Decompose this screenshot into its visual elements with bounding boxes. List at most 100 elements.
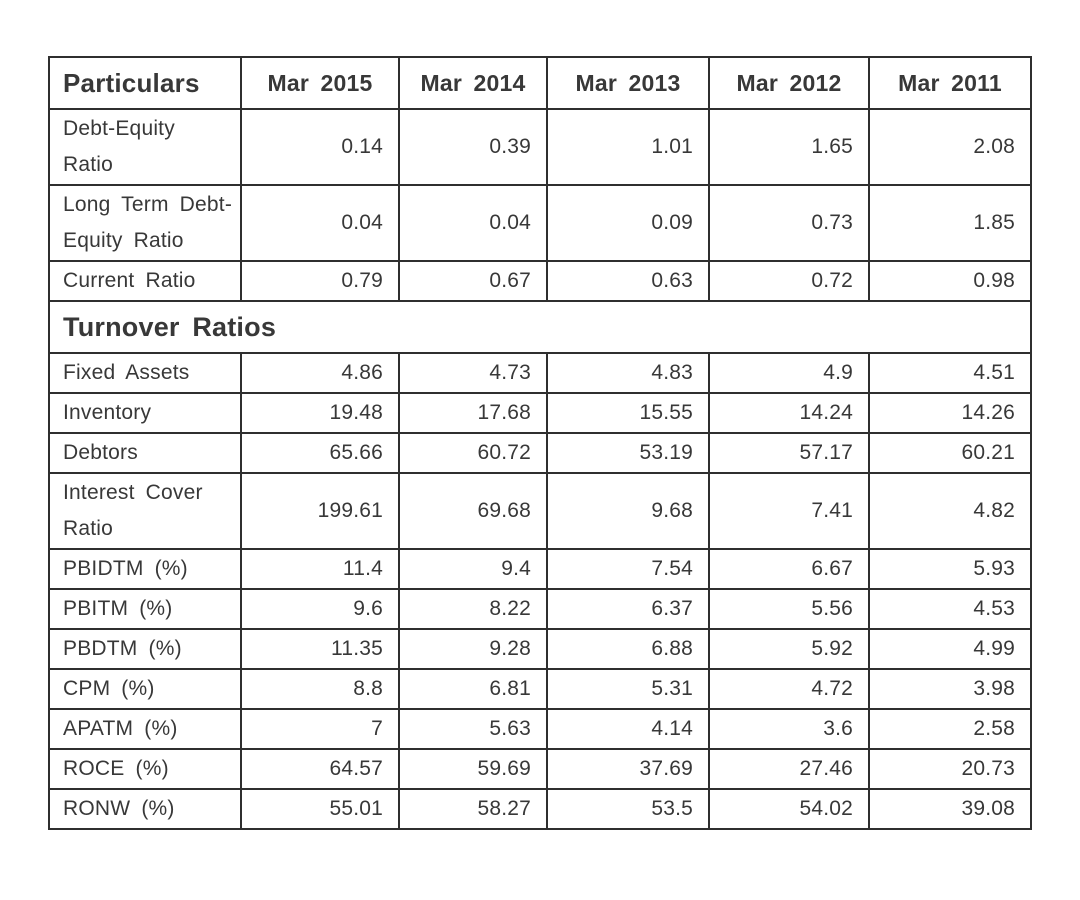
cell-value: 15.55 <box>546 392 710 434</box>
row-label: Fixed Assets <box>48 352 242 394</box>
cell-value: 3.98 <box>868 668 1032 710</box>
cell-value: 0.72 <box>708 260 870 302</box>
row-long-term-debt-equity-ratio: Long Term Debt-Equity Ratio 0.04 0.04 0.… <box>48 184 1032 262</box>
header-row: Particulars Mar 2015 Mar 2014 Mar 2013 M… <box>48 56 1032 110</box>
cell-value: 9.4 <box>398 548 548 590</box>
cell-value: 9.28 <box>398 628 548 670</box>
cell-value: 39.08 <box>868 788 1032 830</box>
cell-value: 60.21 <box>868 432 1032 474</box>
cell-value: 4.51 <box>868 352 1032 394</box>
row-label: ROCE (%) <box>48 748 242 790</box>
cell-value: 14.26 <box>868 392 1032 434</box>
cell-value: 2.58 <box>868 708 1032 750</box>
row-current-ratio: Current Ratio 0.79 0.67 0.63 0.72 0.98 <box>48 260 1032 302</box>
cell-value: 4.53 <box>868 588 1032 630</box>
cell-value: 53.19 <box>546 432 710 474</box>
cell-value: 17.68 <box>398 392 548 434</box>
cell-value: 11.4 <box>240 548 400 590</box>
cell-value: 2.08 <box>868 108 1032 186</box>
cell-value: 9.68 <box>546 472 710 550</box>
cell-value: 0.63 <box>546 260 710 302</box>
cell-value: 4.82 <box>868 472 1032 550</box>
cell-value: 14.24 <box>708 392 870 434</box>
cell-value: 6.81 <box>398 668 548 710</box>
cell-value: 0.14 <box>240 108 400 186</box>
cell-value: 4.14 <box>546 708 710 750</box>
row-label: Current Ratio <box>48 260 242 302</box>
cell-value: 0.04 <box>240 184 400 262</box>
cell-value: 5.93 <box>868 548 1032 590</box>
row-roce: ROCE (%) 64.57 59.69 37.69 27.46 20.73 <box>48 748 1032 790</box>
cell-value: 64.57 <box>240 748 400 790</box>
cell-value: 4.73 <box>398 352 548 394</box>
cell-value: 4.83 <box>546 352 710 394</box>
row-label: Inventory <box>48 392 242 434</box>
cell-value: 69.68 <box>398 472 548 550</box>
column-header-mar-2015: Mar 2015 <box>240 56 400 110</box>
cell-value: 7.41 <box>708 472 870 550</box>
cell-value: 6.37 <box>546 588 710 630</box>
row-pbdtm: PBDTM (%) 11.35 9.28 6.88 5.92 4.99 <box>48 628 1032 670</box>
cell-value: 1.85 <box>868 184 1032 262</box>
cell-value: 27.46 <box>708 748 870 790</box>
row-pbidtm: PBIDTM (%) 11.4 9.4 7.54 6.67 5.93 <box>48 548 1032 590</box>
row-label: PBDTM (%) <box>48 628 242 670</box>
row-inventory: Inventory 19.48 17.68 15.55 14.24 14.26 <box>48 392 1032 434</box>
row-apatm: APATM (%) 7 5.63 4.14 3.6 2.58 <box>48 708 1032 750</box>
row-label: PBITM (%) <box>48 588 242 630</box>
section-header-row: Turnover Ratios <box>48 300 1032 354</box>
row-label: RONW (%) <box>48 788 242 830</box>
row-label: Interest Cover Ratio <box>48 472 242 550</box>
column-header-mar-2013: Mar 2013 <box>546 56 710 110</box>
cell-value: 4.86 <box>240 352 400 394</box>
row-label: CPM (%) <box>48 668 242 710</box>
row-debt-equity-ratio: Debt-Equity Ratio 0.14 0.39 1.01 1.65 2.… <box>48 108 1032 186</box>
cell-value: 6.67 <box>708 548 870 590</box>
cell-value: 20.73 <box>868 748 1032 790</box>
cell-value: 4.99 <box>868 628 1032 670</box>
cell-value: 5.92 <box>708 628 870 670</box>
row-label: APATM (%) <box>48 708 242 750</box>
row-pbitm: PBITM (%) 9.6 8.22 6.37 5.56 4.53 <box>48 588 1032 630</box>
cell-value: 54.02 <box>708 788 870 830</box>
cell-value: 11.35 <box>240 628 400 670</box>
cell-value: 0.04 <box>398 184 548 262</box>
cell-value: 199.61 <box>240 472 400 550</box>
row-label: Long Term Debt-Equity Ratio <box>48 184 242 262</box>
cell-value: 59.69 <box>398 748 548 790</box>
cell-value: 58.27 <box>398 788 548 830</box>
cell-value: 1.01 <box>546 108 710 186</box>
cell-value: 1.65 <box>708 108 870 186</box>
row-label: Debt-Equity Ratio <box>48 108 242 186</box>
cell-value: 60.72 <box>398 432 548 474</box>
cell-value: 6.88 <box>546 628 710 670</box>
cell-value: 0.98 <box>868 260 1032 302</box>
cell-value: 3.6 <box>708 708 870 750</box>
cell-value: 8.8 <box>240 668 400 710</box>
cell-value: 0.79 <box>240 260 400 302</box>
column-header-mar-2014: Mar 2014 <box>398 56 548 110</box>
row-cpm: CPM (%) 8.8 6.81 5.31 4.72 3.98 <box>48 668 1032 710</box>
section-title-turnover-ratios: Turnover Ratios <box>48 300 1032 354</box>
cell-value: 5.56 <box>708 588 870 630</box>
cell-value: 53.5 <box>546 788 710 830</box>
cell-value: 0.67 <box>398 260 548 302</box>
cell-value: 8.22 <box>398 588 548 630</box>
cell-value: 0.39 <box>398 108 548 186</box>
cell-value: 19.48 <box>240 392 400 434</box>
cell-value: 0.09 <box>546 184 710 262</box>
cell-value: 7 <box>240 708 400 750</box>
cell-value: 4.9 <box>708 352 870 394</box>
column-header-mar-2012: Mar 2012 <box>708 56 870 110</box>
row-label: PBIDTM (%) <box>48 548 242 590</box>
row-debtors: Debtors 65.66 60.72 53.19 57.17 60.21 <box>48 432 1032 474</box>
row-fixed-assets: Fixed Assets 4.86 4.73 4.83 4.9 4.51 <box>48 352 1032 394</box>
column-header-mar-2011: Mar 2011 <box>868 56 1032 110</box>
cell-value: 65.66 <box>240 432 400 474</box>
row-interest-cover-ratio: Interest Cover Ratio 199.61 69.68 9.68 7… <box>48 472 1032 550</box>
cell-value: 7.54 <box>546 548 710 590</box>
cell-value: 37.69 <box>546 748 710 790</box>
cell-value: 4.72 <box>708 668 870 710</box>
cell-value: 57.17 <box>708 432 870 474</box>
